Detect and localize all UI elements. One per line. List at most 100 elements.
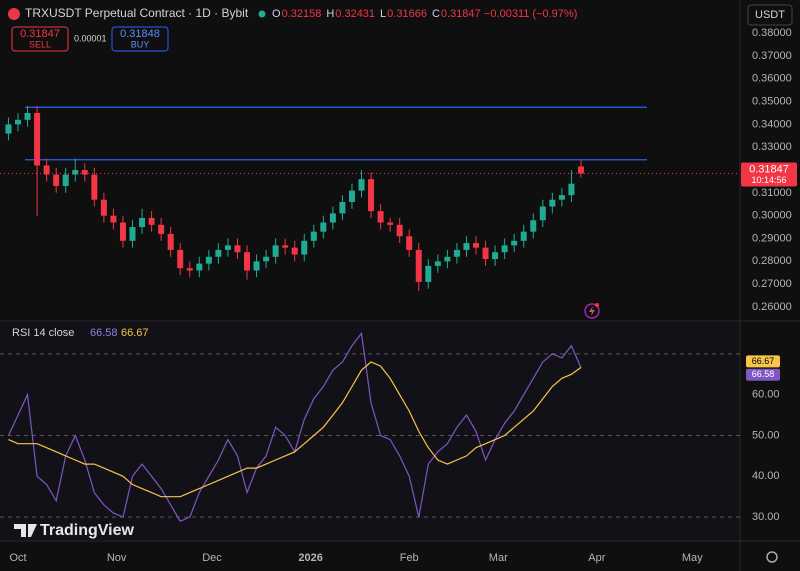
candle-body	[425, 265, 432, 282]
sell-button[interactable]	[11, 26, 69, 52]
candle-body	[91, 174, 98, 200]
countdown: 10:14:56	[751, 175, 786, 185]
logo: TradingView	[40, 522, 135, 539]
candle-body	[291, 247, 298, 255]
candle-body	[320, 222, 327, 232]
y-tick-label: 30.00	[752, 511, 780, 523]
buy-price[interactable]: 0.31848	[120, 28, 160, 40]
ohlc-value: 0.32431	[335, 8, 375, 20]
candle-body	[15, 119, 22, 125]
rsi-line	[8, 361, 582, 498]
candle-body	[387, 222, 394, 225]
change: −0.00311 (−0.97%)	[484, 8, 577, 20]
sell-price[interactable]: 0.31847	[20, 28, 60, 40]
candle-body	[549, 199, 556, 207]
candle-body	[329, 213, 336, 223]
rsi-ma-value: 66.67	[121, 327, 149, 339]
candle-body	[34, 112, 41, 166]
status-dot	[258, 10, 266, 18]
candle-body	[577, 166, 584, 174]
candle-body	[301, 240, 308, 255]
x-tick-label: Dec	[202, 552, 222, 564]
candle-body	[501, 245, 508, 253]
ohlc-key: O	[272, 8, 281, 20]
candle-body	[377, 211, 384, 223]
candle-body	[100, 199, 107, 216]
value-tag-label: 66.67	[752, 356, 775, 366]
candle-body	[205, 256, 212, 264]
ohlc-value: 0.31847	[441, 8, 481, 20]
candle-body	[62, 174, 69, 187]
x-tick-label: May	[682, 552, 703, 564]
y-tick-label: 0.26000	[752, 301, 792, 313]
settings-icon[interactable]	[766, 551, 778, 563]
currency-button[interactable]	[747, 4, 793, 26]
candle-body	[463, 243, 470, 250]
candle-body	[244, 252, 251, 271]
buy-label[interactable]: BUY	[131, 39, 150, 49]
ohlc-value: 0.31666	[387, 8, 427, 20]
y-tick-label: 0.33000	[752, 141, 792, 153]
y-tick-label: 0.29000	[752, 232, 792, 244]
candle-body	[263, 256, 270, 262]
candle-body	[339, 201, 346, 214]
rsi-title: RSI 14 close	[12, 327, 74, 339]
y-tick-label: 60.00	[752, 389, 780, 401]
candle-body	[444, 256, 451, 262]
candle-body	[348, 190, 355, 202]
candle-body	[473, 243, 480, 248]
y-tick-label: 0.28000	[752, 255, 792, 267]
last-price: 0.31847	[749, 163, 789, 175]
symbol: TRXUSDT Perpetual Contract · 1D · Bybit	[25, 6, 249, 20]
candle-body	[72, 170, 79, 175]
candle-body	[167, 233, 174, 250]
ohlc-value: 0.32158	[282, 8, 322, 20]
candle-body	[396, 224, 403, 237]
value-tag	[746, 368, 780, 381]
y-tick-label: 50.00	[752, 429, 780, 441]
candle-body	[24, 112, 31, 120]
x-tick-label: Feb	[400, 552, 419, 564]
x-tick-label: Oct	[9, 552, 26, 564]
event-icon[interactable]	[584, 303, 600, 319]
x-tick-label: Nov	[107, 552, 127, 564]
rsi-pane	[0, 322, 740, 540]
y-tick-label: 0.31000	[752, 187, 792, 199]
candle-body	[539, 206, 546, 221]
sell-label[interactable]: SELL	[29, 39, 51, 49]
x-tick-label: Mar	[489, 552, 508, 564]
candle-body	[282, 245, 289, 248]
y-tick-label: 0.36000	[752, 73, 792, 85]
candle-body	[177, 249, 184, 269]
candle-body	[568, 183, 575, 196]
rsi-value: 66.58	[90, 327, 118, 339]
candle-body	[43, 165, 50, 175]
y-tick-label: 0.27000	[752, 278, 792, 290]
candle-body	[234, 245, 241, 253]
y-tick-label: 0.30000	[752, 210, 792, 222]
candle-body	[5, 124, 12, 134]
plot	[0, 106, 740, 522]
candle-body	[129, 227, 136, 241]
symbol-icon	[8, 8, 20, 20]
candle-body	[139, 217, 146, 228]
candle-body	[511, 240, 518, 246]
candle-body	[415, 249, 422, 282]
y-tick-label: 0.35000	[752, 95, 792, 107]
event-dot	[595, 303, 599, 307]
candle-body	[520, 231, 527, 241]
candle-body	[482, 247, 489, 260]
candle-body	[110, 215, 117, 223]
currency[interactable]: USDT	[755, 9, 785, 21]
x-tick-label: 2026	[298, 552, 322, 564]
candle-body	[53, 174, 60, 187]
y-tick-label: 0.37000	[752, 50, 792, 62]
y-tick-label: 0.38000	[752, 27, 792, 39]
candle-body	[368, 179, 375, 212]
candle-body	[492, 252, 499, 260]
logo-mark	[14, 524, 37, 537]
buy-button[interactable]	[111, 26, 169, 52]
ohlc-key: C	[432, 8, 440, 20]
candle-body	[148, 217, 155, 225]
